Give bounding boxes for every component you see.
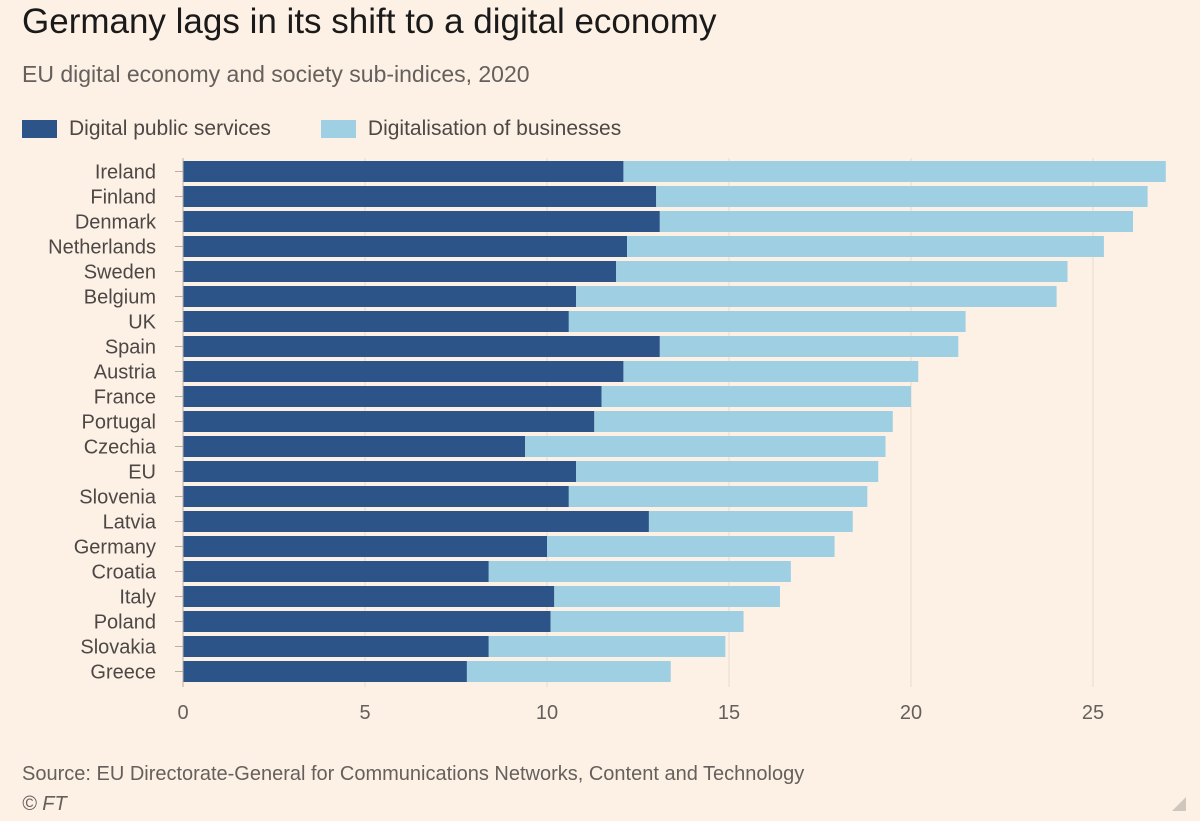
bar-digitalisation-of-businesses-uk [568, 311, 966, 332]
bar-digital-public-services-finland [183, 186, 657, 207]
source-note: Source: EU Directorate-General for Commu… [22, 763, 805, 785]
bar-digital-public-services-germany [183, 536, 547, 557]
category-label-latvia: Latvia [103, 512, 157, 534]
bar-digital-public-services-uk [183, 311, 569, 332]
category-label-spain: Spain [105, 337, 156, 359]
category-label-germany: Germany [74, 537, 156, 559]
bar-digitalisation-of-businesses-croatia [488, 561, 791, 582]
x-tick-label-15: 15 [718, 702, 740, 724]
bar-digitalisation-of-businesses-czechia [525, 436, 886, 457]
category-label-eu: EU [128, 462, 156, 484]
legend-swatch-digital-public-services [22, 120, 57, 138]
chart-title: Germany lags in its shift to a digital e… [22, 2, 717, 41]
category-label-portugal: Portugal [82, 412, 157, 434]
legend-label-digitalisation-of-businesses: Digitalisation of businesses [367, 117, 622, 140]
x-tick-label-25: 25 [1082, 702, 1104, 724]
chart-subtitle: EU digital economy and society sub-indic… [22, 61, 530, 87]
bar-digitalisation-of-businesses-latvia [648, 511, 853, 532]
bar-digitalisation-of-businesses-eu [576, 461, 879, 482]
category-label-sweden: Sweden [84, 262, 156, 284]
bar-digitalisation-of-businesses-france [601, 386, 911, 407]
category-label-greece: Greece [90, 662, 156, 684]
category-label-france: France [94, 387, 156, 409]
bar-digitalisation-of-businesses-spain [659, 336, 959, 357]
bar-digitalisation-of-businesses-belgium [576, 286, 1057, 307]
category-label-croatia: Croatia [92, 562, 157, 584]
legend-swatch-digitalisation-of-businesses [320, 120, 356, 138]
bar-digitalisation-of-businesses-germany [547, 536, 835, 557]
category-label-ireland: Ireland [95, 162, 156, 184]
category-label-netherlands: Netherlands [48, 237, 156, 259]
bar-digitalisation-of-businesses-italy [554, 586, 780, 607]
bar-digital-public-services-czechia [183, 436, 526, 457]
category-label-czechia: Czechia [84, 437, 157, 459]
bar-digital-public-services-poland [183, 611, 551, 632]
bar-digital-public-services-france [183, 386, 602, 407]
bar-digital-public-services-latvia [183, 511, 649, 532]
bar-chart: Ireland Finland Denmark Netherlands Sweden Be… [48, 158, 1166, 724]
category-label-poland: Poland [94, 612, 156, 634]
category-label-austria: Austria [94, 362, 157, 384]
bar-digitalisation-of-businesses-finland [656, 186, 1148, 207]
bar-digital-public-services-slovakia [183, 636, 489, 657]
bar-digitalisation-of-businesses-austria [623, 361, 919, 382]
bar-digitalisation-of-businesses-netherlands [627, 236, 1104, 257]
category-label-italy: Italy [119, 587, 156, 609]
category-label-uk: UK [128, 312, 156, 334]
category-label-slovakia: Slovakia [80, 637, 156, 659]
bar-digitalisation-of-businesses-poland [550, 611, 744, 632]
legend: Digital public services Digitalisation o… [22, 116, 671, 142]
category-label-slovenia: Slovenia [79, 487, 157, 509]
legend-label-digital-public-services: Digital public services [69, 117, 271, 140]
bar-digitalisation-of-businesses-ireland [623, 161, 1166, 182]
x-tick-label-5: 5 [359, 702, 370, 724]
bar-digital-public-services-slovenia [183, 486, 569, 507]
bar-digital-public-services-italy [183, 586, 555, 607]
bar-digital-public-services-greece [183, 661, 467, 682]
bar-digital-public-services-sweden [183, 261, 617, 282]
bar-digitalisation-of-businesses-slovenia [568, 486, 868, 507]
bar-digital-public-services-netherlands [183, 236, 628, 257]
bar-digitalisation-of-businesses-denmark [659, 211, 1134, 232]
bar-digitalisation-of-businesses-portugal [594, 411, 893, 432]
resize-corner-icon [1172, 797, 1186, 811]
bar-digital-public-services-spain [183, 336, 660, 357]
legend-item-digitalisation-of-businesses: Digitalisation of businesses [320, 117, 622, 141]
bar-digitalisation-of-businesses-sweden [616, 261, 1068, 282]
legend-item-digital-public-services: Digital public services [22, 117, 271, 141]
bar-digital-public-services-denmark [183, 211, 660, 232]
bar-digitalisation-of-businesses-greece [466, 661, 671, 682]
x-tick-label-0: 0 [177, 702, 188, 724]
bar-digitalisation-of-businesses-slovakia [488, 636, 726, 657]
bar-digital-public-services-ireland [183, 161, 624, 182]
bar-digital-public-services-eu [183, 461, 577, 482]
bar-digital-public-services-croatia [183, 561, 489, 582]
bar-digital-public-services-belgium [183, 286, 577, 307]
x-tick-label-10: 10 [536, 702, 558, 724]
category-label-belgium: Belgium [84, 287, 156, 309]
category-label-denmark: Denmark [75, 212, 157, 234]
bar-digital-public-services-portugal [183, 411, 595, 432]
copyright-note: © FT [22, 793, 67, 815]
bar-digital-public-services-austria [183, 361, 624, 382]
x-tick-label-20: 20 [900, 702, 922, 724]
category-label-finland: Finland [90, 187, 156, 209]
